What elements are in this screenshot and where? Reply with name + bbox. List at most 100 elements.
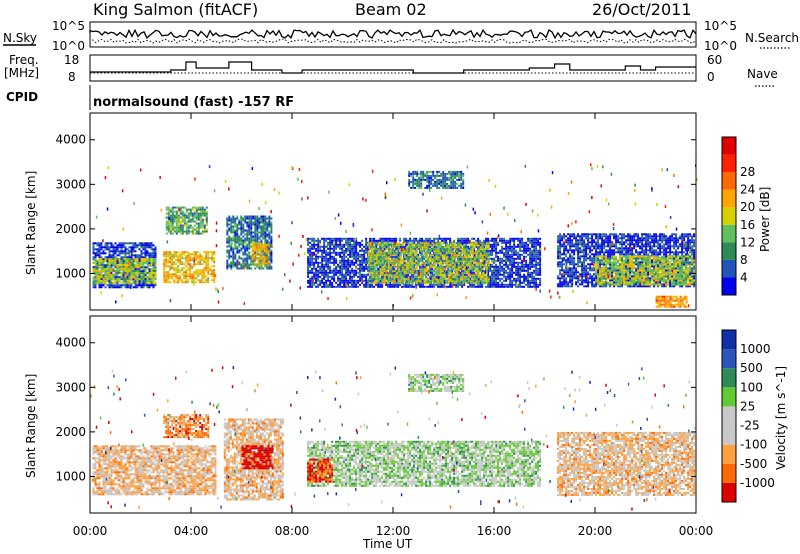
data-cell — [207, 265, 210, 268]
data-cell — [142, 277, 145, 280]
data-cell — [369, 248, 372, 251]
data-cell — [144, 259, 147, 262]
data-cell — [417, 258, 420, 261]
data-cell — [152, 284, 155, 287]
data-cell — [177, 271, 180, 274]
data-cell — [94, 261, 97, 264]
data-cell — [379, 282, 382, 285]
data-cell — [226, 229, 229, 232]
data-cell — [341, 259, 344, 262]
data-cell — [391, 271, 394, 274]
data-cell — [181, 257, 184, 260]
data-cell — [505, 245, 508, 248]
freq-left-label-1: Freq. — [9, 53, 39, 67]
data-cell — [261, 262, 264, 265]
data-cell — [527, 237, 530, 240]
data-cell — [371, 260, 374, 263]
data-cell — [331, 239, 334, 242]
data-cell — [411, 248, 414, 251]
data-cell — [265, 248, 268, 251]
data-cell — [399, 260, 402, 263]
data-cell — [521, 241, 524, 244]
data-cell — [207, 267, 210, 270]
data-cell — [327, 251, 330, 254]
data-cell — [118, 271, 121, 274]
data-cell — [511, 265, 514, 268]
data-cell — [425, 260, 428, 263]
data-cell — [385, 263, 388, 266]
data-cell — [381, 254, 384, 257]
data-cell — [126, 259, 129, 262]
data-cell — [140, 242, 143, 245]
data-cell — [429, 269, 432, 272]
data-cell — [142, 280, 145, 283]
data-cell — [140, 273, 143, 276]
data-cell — [177, 251, 180, 254]
data-cell — [343, 237, 346, 240]
data-cell — [167, 251, 170, 254]
data-cell — [118, 244, 121, 247]
data-cell — [341, 277, 344, 280]
data-cell — [94, 280, 97, 283]
data-cell — [341, 249, 344, 252]
data-cell — [419, 283, 422, 286]
data-cell — [429, 241, 432, 244]
data-cell — [535, 279, 538, 282]
data-cell — [130, 263, 133, 266]
data-cell — [191, 257, 194, 260]
data-cell — [477, 245, 480, 248]
data-cell — [437, 246, 440, 249]
data-cell — [493, 243, 496, 246]
data-cell — [519, 273, 522, 276]
data-cell — [441, 248, 444, 251]
data-cell — [122, 265, 125, 268]
data-cell — [94, 273, 97, 276]
data-cell — [201, 218, 204, 221]
data-cell — [345, 267, 348, 270]
data-cell — [165, 253, 168, 256]
data-cell — [197, 216, 200, 219]
data-cell — [311, 275, 314, 278]
data-cell — [234, 255, 237, 258]
data-cell — [333, 243, 336, 246]
data-cell — [423, 254, 426, 257]
data-cell — [349, 253, 352, 256]
data-cell — [413, 246, 416, 249]
data-cell — [167, 230, 170, 233]
data-cell — [393, 276, 396, 279]
data-cell — [146, 259, 149, 262]
data-cell — [433, 283, 436, 286]
data-cell — [315, 285, 318, 288]
data-cell — [483, 255, 486, 258]
data-cell — [533, 239, 536, 242]
data-cell — [329, 271, 332, 274]
data-cell — [417, 283, 420, 286]
data-cell — [353, 275, 356, 278]
data-cell — [185, 265, 188, 268]
data-cell — [439, 283, 442, 286]
data-cell — [519, 277, 522, 280]
data-cell — [185, 214, 188, 217]
data-cell — [407, 256, 410, 259]
data-cell — [515, 253, 518, 256]
data-cell — [365, 279, 368, 282]
data-cell — [383, 250, 386, 253]
data-cell — [467, 251, 470, 254]
data-cell — [242, 259, 245, 262]
data-cell — [397, 260, 400, 263]
data-cell — [419, 258, 422, 261]
data-cell — [112, 269, 115, 272]
data-cell — [307, 247, 310, 250]
data-cell — [102, 250, 105, 253]
data-cell — [313, 265, 316, 268]
data-cell — [389, 280, 392, 283]
data-cell — [132, 279, 135, 282]
data-cell — [319, 239, 322, 242]
data-cell — [385, 242, 388, 245]
data-cell — [353, 285, 356, 288]
data-cell — [487, 249, 490, 252]
data-cell — [258, 225, 261, 228]
data-cell — [94, 263, 97, 266]
data-cell — [415, 254, 418, 257]
data-cell — [315, 275, 318, 278]
